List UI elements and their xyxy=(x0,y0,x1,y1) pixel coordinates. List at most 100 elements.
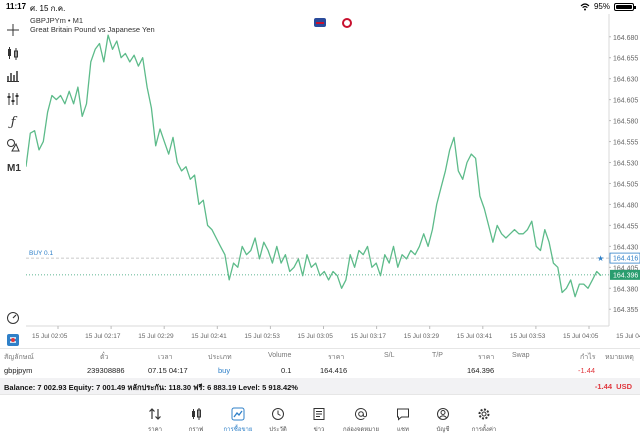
y-tick-label: 164.380 xyxy=(613,286,638,293)
nav-settings[interactable]: การตั้งค่า xyxy=(462,407,506,439)
battery-icon xyxy=(614,2,636,11)
col-sl: S/L xyxy=(384,352,395,359)
settings-icon xyxy=(478,408,490,420)
balance-bar: Balance: 7 002.93 Equity: 7 001.49 หลักป… xyxy=(0,378,640,394)
x-tick-label: 15 Jul 04:05 xyxy=(563,333,599,340)
current-price-tag xyxy=(610,269,640,280)
function-icon[interactable]: ƒ xyxy=(10,114,16,130)
col-comment: หมายเหตุ xyxy=(605,354,634,361)
status-right: 95% xyxy=(580,2,636,11)
y-tick-label: 164.430 xyxy=(613,244,638,251)
x-tick-label: 15 Jul 03:29 xyxy=(404,333,440,340)
x-tick-label: 15 Jul 03:53 xyxy=(510,333,546,340)
y-tick-label: 164.680 xyxy=(613,35,638,42)
nav-chat[interactable]: แชท xyxy=(381,407,425,439)
status-time: 11:17 xyxy=(6,2,27,11)
col-tp: T/P xyxy=(432,352,443,359)
col-ticket: ตั๋ว xyxy=(100,354,109,361)
chart-description: Great Britain Pound vs Japanese Yen xyxy=(30,25,155,34)
row-type: buy xyxy=(218,366,231,375)
chart-toolbar: ƒ M1 xyxy=(0,14,26,346)
x-tick-label: 15 Jul 02:41 xyxy=(191,333,227,340)
nav-history[interactable]: ประวัติ xyxy=(256,407,300,439)
x-tick-label: 15 Jul 02:17 xyxy=(85,333,121,340)
current-price-tag-label: 164.396 xyxy=(613,272,638,279)
y-tick-label: 164.605 xyxy=(613,98,638,105)
bottom-nav: ราคา กราฟ การซื้อขาย ประวัติ ข่าว กล่องจ… xyxy=(0,394,640,447)
col-price: ราคา xyxy=(328,354,345,361)
price-chart[interactable]: 164.680 164.655 164.630 164.605 164.580 164.5… xyxy=(26,14,640,346)
row-current-price: 164.396 xyxy=(467,366,495,375)
account-currency: USD xyxy=(616,382,632,391)
mail-at-icon xyxy=(355,408,367,420)
candlestick-icon[interactable] xyxy=(5,45,21,61)
col-current-price: ราคา xyxy=(478,354,495,361)
col-profit: กำไร xyxy=(580,354,596,361)
y-tick-label: 164.555 xyxy=(613,140,638,147)
row-symbol: gbpjpym xyxy=(4,366,33,375)
buy-order-label: BUY 0.1 xyxy=(29,250,53,257)
chart-area[interactable]: 164.680 164.655 164.630 164.605 164.580 164.5… xyxy=(26,14,640,346)
arrows-updown-icon xyxy=(149,408,161,420)
gbp-flag-icon xyxy=(314,18,326,27)
nav-charts[interactable]: กราฟ xyxy=(174,407,218,439)
status-date: ศ. 15 ก.ค. xyxy=(30,4,66,13)
col-volume: Volume xyxy=(268,352,292,359)
y-tick-label: 164.630 xyxy=(613,77,638,84)
nav-mailbox[interactable]: กล่องจดหมาย xyxy=(339,407,383,439)
y-tick-label: 164.355 xyxy=(613,307,638,314)
buy-price-tag xyxy=(609,252,640,264)
col-time: เวลา xyxy=(158,354,173,361)
y-tick-label: 164.405 xyxy=(613,265,638,272)
price-series-line xyxy=(26,34,602,298)
status-bar: 11:17 ศ. 15 ก.ค. 95% xyxy=(0,0,640,14)
x-tick-label: 15 Jul 03:05 xyxy=(298,333,334,340)
x-tick-label: 15 Jul 03:17 xyxy=(351,333,387,340)
history-icon xyxy=(272,408,284,420)
account-icon xyxy=(437,408,449,420)
x-tick-label: 15 Jul 02:29 xyxy=(138,333,174,340)
row-ticket: 239308886 xyxy=(87,366,125,375)
objects-icon[interactable] xyxy=(5,137,21,153)
y-tick-label: 164.530 xyxy=(613,161,638,168)
speedometer-icon[interactable] xyxy=(5,310,21,326)
favorite-star-icon: ★ xyxy=(597,254,604,263)
row-time: 07.15 04:17 xyxy=(148,366,188,375)
x-tick-label: 15 Jul 02:05 xyxy=(32,333,68,340)
total-profit: -1.44 xyxy=(594,382,612,391)
col-symbol: สัญลักษณ์ xyxy=(4,354,34,361)
oneclick-trading-icon[interactable] xyxy=(5,332,21,348)
nav-account[interactable]: บัญชี xyxy=(421,407,465,439)
jpy-flag-icon xyxy=(342,18,352,28)
bars-icon[interactable] xyxy=(5,68,21,84)
row-volume: 0.1 xyxy=(281,366,292,375)
y-tick-label: 164.455 xyxy=(613,223,638,230)
trade-row[interactable]: gbpjpym 239308886 07.15 04:17 buy 0.1 16… xyxy=(0,363,640,377)
row-profit: -1.44 xyxy=(578,366,596,375)
x-tick-label: 15 Jul 03:41 xyxy=(457,333,493,340)
wifi-icon xyxy=(580,2,590,10)
nav-quotes[interactable]: ราคา xyxy=(133,407,177,439)
indicators-icon[interactable] xyxy=(5,91,21,107)
y-tick-label: 164.655 xyxy=(613,56,638,63)
trade-table-header: สัญลักษณ์ ตั๋ว เวลา ประเภท Volume ราคา S… xyxy=(0,348,640,362)
nav-news[interactable]: ข่าว xyxy=(297,407,341,439)
balance-summary: Balance: 7 002.93 Equity: 7 001.49 หลักป… xyxy=(4,383,298,392)
chart-badges xyxy=(314,18,352,28)
candles-icon xyxy=(192,408,201,420)
nav-trade[interactable]: การซื้อขาย xyxy=(216,407,260,439)
row-open-price: 164.416 xyxy=(320,366,348,375)
crosshair-icon[interactable] xyxy=(5,22,21,38)
y-tick-label: 164.580 xyxy=(613,119,638,126)
battery-percent: 95% xyxy=(593,2,610,11)
col-type: ประเภท xyxy=(208,354,232,361)
x-tick-label: 15 Jul 02:53 xyxy=(244,333,280,340)
trade-chart-icon xyxy=(231,407,245,421)
news-icon xyxy=(313,408,325,420)
x-tick-label: 15 Jul 04:17 xyxy=(616,333,640,340)
col-swap: Swap xyxy=(512,352,530,359)
y-tick-label: 164.505 xyxy=(613,181,638,188)
chart-symbol: GBPJPYm • M1 xyxy=(30,16,84,25)
timeframe-button[interactable]: M1 xyxy=(7,162,21,174)
buy-price-tag-label: 164.416 xyxy=(613,256,638,263)
